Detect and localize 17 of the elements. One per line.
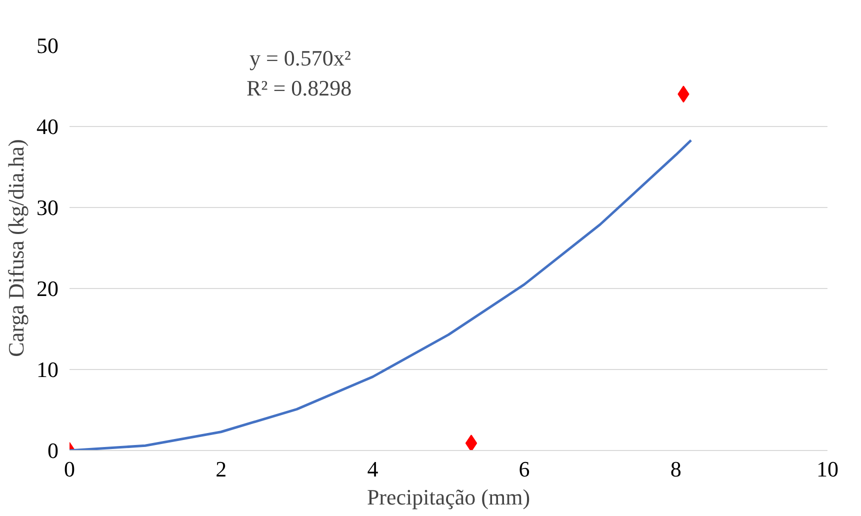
annotation: R² = 0.8298 [246, 76, 352, 100]
y-tick-label: 10 [36, 357, 58, 382]
x-tick-label: 6 [518, 456, 530, 482]
y-tick-label: 20 [36, 276, 58, 301]
y-tick-label: 30 [36, 195, 58, 220]
y-tick-label: 50 [36, 33, 58, 58]
x-tick-label: 0 [64, 456, 75, 482]
x-tick-label: 2 [216, 456, 227, 482]
x-tick-label: 8 [670, 456, 682, 482]
line-series [70, 139, 692, 450]
x-tick-label: 10 [816, 456, 838, 482]
y-axis-title: Carga Difusa (kg/dia.ha) [4, 139, 28, 357]
x-axis-title: Precipitação (mm) [366, 484, 530, 510]
y-tick-label: 0 [48, 438, 58, 463]
y-tick-label: 40 [36, 114, 58, 139]
annotation: y = 0.570x² [250, 46, 352, 70]
x-tick-label: 4 [367, 456, 378, 482]
